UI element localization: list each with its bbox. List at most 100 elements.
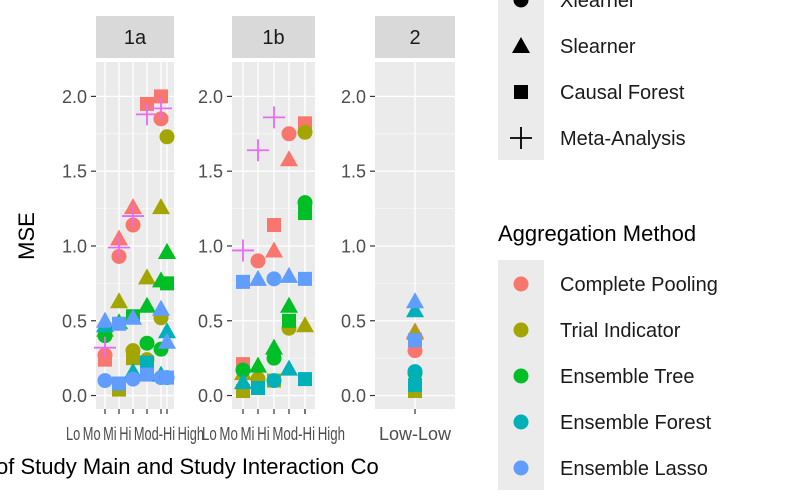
data-point [125,371,141,387]
data-point [280,359,298,376]
facet-strip [96,16,174,58]
y-tick-label: 0.0 [62,386,87,406]
shape-legend-item: Meta-Analysis [510,127,686,150]
y-axes: 0.0 0.5 1.0 1.5 2.0 0.0 0.5 1.0 1.5 2.0 0.0 0.5 1.0 1… [62,87,375,406]
color-legend: Aggregation Method Complete Pooling Trial… [498,221,718,490]
data-point [158,322,176,339]
data-point [232,239,254,262]
data-point [236,274,250,289]
data-point [408,333,422,348]
y-tick-label: 0.5 [62,311,87,331]
triangle-icon [512,37,530,53]
data-point [140,355,154,370]
data-point [234,373,252,390]
facet-strip-label: 1a [124,27,147,49]
color-legend-label: Trial Indicator [560,320,681,342]
legend-title: Aggregation Method [498,221,696,246]
data-point [298,271,312,286]
y-tick-label: 0.5 [198,311,223,331]
data-point [406,292,424,309]
data-point [94,336,116,359]
y-tick-label: 0.0 [198,386,223,406]
facet-panel-1a: 1a Lo Mo Mi Hi Mod-Hi High [66,16,204,444]
data-point [139,335,155,351]
data-point [280,296,298,313]
facet-panel-1b: 1b Lo Mo Mi Hi Mod-Hi High [202,16,345,444]
facet-strip-label: 2 [409,27,420,49]
shape-legend: Xlearner Slearner Causal Forest Meta-Analys… [498,0,686,160]
data-point [97,373,113,389]
data-point [112,376,126,391]
facet-strip [232,16,315,58]
legend-color-dot [513,460,529,476]
data-point [159,129,175,145]
y-axis: 0.0 0.5 1.0 1.5 2.0 [341,87,375,406]
shape-legend-label: Causal Forest [560,82,685,104]
color-legend-label: Complete Pooling [560,274,718,296]
x-tick-labels: Lo Mo Mi Hi Mod-Hi High [202,424,345,444]
y-tick-label: 2.0 [341,87,366,107]
data-point [298,206,312,221]
data-point [263,106,285,129]
data-point [158,242,176,259]
y-tick-label: 1.0 [198,236,223,256]
y-tick-label: 1.5 [198,162,223,182]
data-point [297,124,313,140]
facet-panels: 1a Lo Mo Mi Hi Mod-Hi High 1b Lo Mo Mi Hi M… [66,16,455,444]
data-point [296,316,314,333]
facet-panel-2: 2 Low-Low [375,16,455,444]
data-point [126,351,140,366]
square-icon [514,85,528,99]
y-tick-label: 1.5 [341,162,366,182]
data-point [110,292,128,309]
data-point [122,205,144,228]
data-point [150,97,172,120]
data-point [160,276,174,291]
data-point [266,350,282,366]
shape-legend-label: Meta-Analysis [560,128,686,150]
data-point [108,236,130,259]
y-tick-label: 1.0 [62,236,87,256]
color-legend-item: Ensemble Forest [513,412,712,434]
data-point [250,253,266,269]
cross-icon [510,127,532,149]
color-legend-item: Complete Pooling [513,274,718,296]
shape-legend-label: Slearner [560,36,636,58]
data-point [140,367,154,382]
y-axis-label: MSE [14,212,39,260]
shape-legend-item: Causal Forest [514,82,685,104]
color-legend-item: Ensemble Lasso [513,458,708,480]
color-legend-item: Ensemble Tree [513,366,695,388]
legend-color-dot [513,276,529,292]
data-point [280,150,298,167]
data-point [280,266,298,283]
legend-color-dot [513,414,529,430]
data-point [96,311,114,328]
data-point [124,308,142,325]
data-point [136,103,158,126]
data-point [138,296,156,313]
y-axis: 0.0 0.5 1.0 1.5 2.0 [198,87,232,406]
data-point [138,268,156,285]
facet-strip [375,16,455,58]
data-point [249,269,267,286]
color-legend-item: Trial Indicator [513,320,681,342]
shape-legend-label: Xlearner [560,0,636,12]
data-point [265,338,283,355]
data-point [267,218,281,233]
data-point [266,271,282,287]
data-point [249,356,267,373]
data-point [235,362,251,378]
legend-color-dot [513,368,529,384]
facet-strip-label: 1b [262,27,284,49]
x-tick-labels: Low-Low [379,424,452,444]
data-point [154,89,168,104]
color-legend-label: Ensemble Lasso [560,458,708,480]
y-tick-label: 1.0 [341,236,366,256]
y-tick-label: 2.0 [198,87,223,107]
y-tick-label: 1.5 [62,162,87,182]
x-tick-labels: Lo Mo Mi Hi Mod-Hi High [66,424,204,444]
legend-color-dot [513,322,529,338]
shape-legend-item: Xlearner [513,0,636,12]
